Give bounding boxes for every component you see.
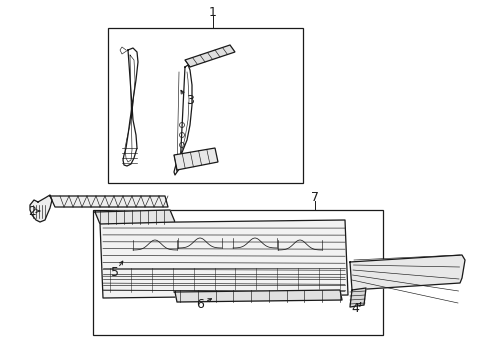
Bar [108,28,303,183]
Text: 4: 4 [350,302,358,315]
Text: 1: 1 [209,5,217,18]
Polygon shape [349,288,365,307]
Bar [93,210,382,335]
Polygon shape [174,148,218,170]
Text: 5: 5 [111,266,119,279]
Polygon shape [349,255,464,290]
Polygon shape [184,45,235,67]
Text: 7: 7 [310,190,318,203]
Text: 2: 2 [28,204,36,217]
Text: 3: 3 [185,94,194,107]
Polygon shape [50,196,168,207]
Polygon shape [175,290,341,302]
Text: 6: 6 [196,298,203,311]
Polygon shape [100,220,347,298]
Polygon shape [95,210,175,224]
Polygon shape [30,195,52,222]
